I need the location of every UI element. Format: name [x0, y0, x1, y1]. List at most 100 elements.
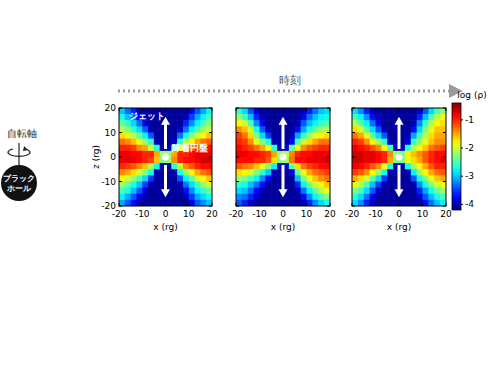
cell: [142, 169, 148, 176]
cell: [301, 108, 307, 115]
cell: [265, 139, 271, 146]
x-axis-label: x (rg): [387, 222, 411, 232]
cell: [312, 114, 318, 121]
cell: [307, 108, 313, 115]
cell: [154, 175, 160, 182]
cell: [265, 182, 271, 189]
cell: [411, 157, 417, 164]
cell: [189, 175, 195, 182]
cell: [142, 126, 148, 133]
cell: [154, 200, 160, 206]
cell: [440, 157, 446, 164]
x-tick-label: 10: [183, 209, 195, 219]
cell: [119, 200, 125, 206]
cell: [206, 169, 212, 176]
cell: [242, 175, 248, 182]
cell: [428, 126, 434, 133]
cell: [307, 200, 313, 206]
cell: [260, 139, 266, 146]
cell: [324, 114, 330, 121]
cell: [387, 114, 393, 121]
cell: [434, 108, 440, 115]
cell: [352, 114, 358, 121]
cell: [405, 175, 411, 182]
tick: [119, 206, 122, 207]
cell: [248, 182, 254, 189]
cell: [312, 182, 318, 189]
cell: [440, 139, 446, 146]
cell: [271, 120, 277, 127]
colorbar-tick: [461, 148, 463, 149]
frame: [236, 108, 330, 206]
cell: [154, 145, 160, 152]
cell: [318, 120, 324, 127]
cell: [166, 108, 172, 115]
tick: [422, 203, 423, 206]
cell: [136, 182, 142, 189]
cell: [307, 133, 313, 140]
cell: [154, 157, 160, 164]
cell: [177, 163, 183, 170]
cell: [171, 169, 177, 176]
cell: [142, 145, 148, 152]
cell: [376, 108, 382, 115]
cell: [312, 120, 318, 127]
cell: [411, 182, 417, 189]
cell: [324, 120, 330, 127]
cell: [131, 151, 137, 158]
tick: [259, 108, 260, 111]
cell: [183, 114, 189, 121]
cell: [440, 145, 446, 152]
cell: [318, 169, 324, 176]
cell: [260, 133, 266, 140]
cell: [206, 163, 212, 170]
cell: [364, 114, 370, 121]
cell: [236, 169, 242, 176]
cell: [434, 139, 440, 146]
cell: [242, 151, 248, 158]
black-hole-label: ホール: [6, 184, 32, 193]
tick: [327, 206, 330, 207]
cell: [417, 114, 423, 121]
cell: [248, 133, 254, 140]
cell: [177, 120, 183, 127]
cell: [142, 151, 148, 158]
cell: [411, 151, 417, 158]
cell: [370, 175, 376, 182]
cell: [248, 157, 254, 164]
cell: [148, 145, 154, 152]
cell: [125, 139, 131, 146]
cell: [411, 133, 417, 140]
cell: [307, 194, 313, 201]
cell: [411, 114, 417, 121]
cell: [195, 133, 201, 140]
cell: [136, 133, 142, 140]
cell: [381, 194, 387, 201]
cell: [318, 145, 324, 152]
tick: [352, 206, 355, 207]
cell: [289, 126, 295, 133]
cell: [440, 120, 446, 127]
cell: [154, 133, 160, 140]
cell: [200, 182, 206, 189]
cell: [428, 114, 434, 121]
cell: [312, 163, 318, 170]
cell: [189, 194, 195, 201]
cell: [136, 145, 142, 152]
cell: [428, 163, 434, 170]
cell: [387, 133, 393, 140]
cell: [423, 169, 429, 176]
cell: [352, 169, 358, 176]
tick: [327, 132, 330, 133]
cell: [301, 188, 307, 195]
tick: [352, 181, 355, 182]
cell: [423, 194, 429, 201]
cell: [318, 182, 324, 189]
cell: [200, 175, 206, 182]
cell: [154, 139, 160, 146]
cell: [142, 200, 148, 206]
cell: [324, 139, 330, 146]
cell: [260, 114, 266, 121]
cell: [387, 157, 393, 164]
cell: [358, 169, 364, 176]
